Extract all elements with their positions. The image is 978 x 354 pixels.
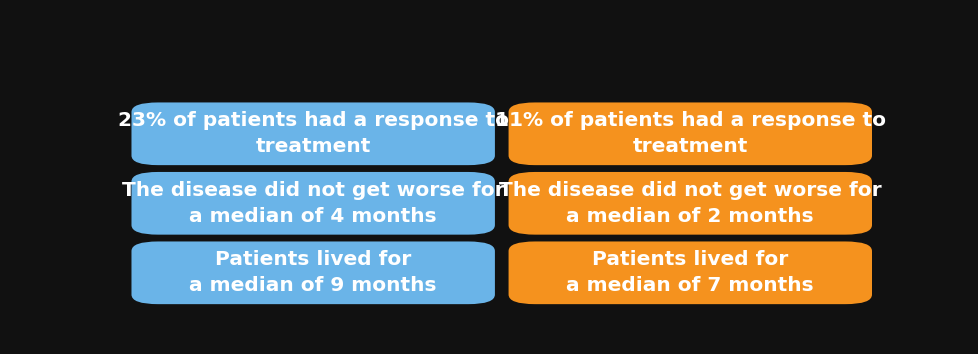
- FancyBboxPatch shape: [131, 172, 495, 235]
- Text: Patients lived for
a median of 7 months: Patients lived for a median of 7 months: [566, 250, 814, 295]
- Text: 23% of patients had a response to
treatment: 23% of patients had a response to treatm…: [117, 112, 509, 156]
- FancyBboxPatch shape: [508, 241, 871, 304]
- FancyBboxPatch shape: [508, 102, 871, 165]
- Text: Patients lived for
a median of 9 months: Patients lived for a median of 9 months: [190, 250, 436, 295]
- Text: 11% of patients had a response to
treatment: 11% of patients had a response to treatm…: [494, 112, 885, 156]
- FancyBboxPatch shape: [131, 241, 495, 304]
- FancyBboxPatch shape: [131, 102, 495, 165]
- Text: The disease did not get worse for
a median of 2 months: The disease did not get worse for a medi…: [499, 181, 881, 226]
- Text: The disease did not get worse for
a median of 4 months: The disease did not get worse for a medi…: [121, 181, 504, 226]
- FancyBboxPatch shape: [508, 172, 871, 235]
